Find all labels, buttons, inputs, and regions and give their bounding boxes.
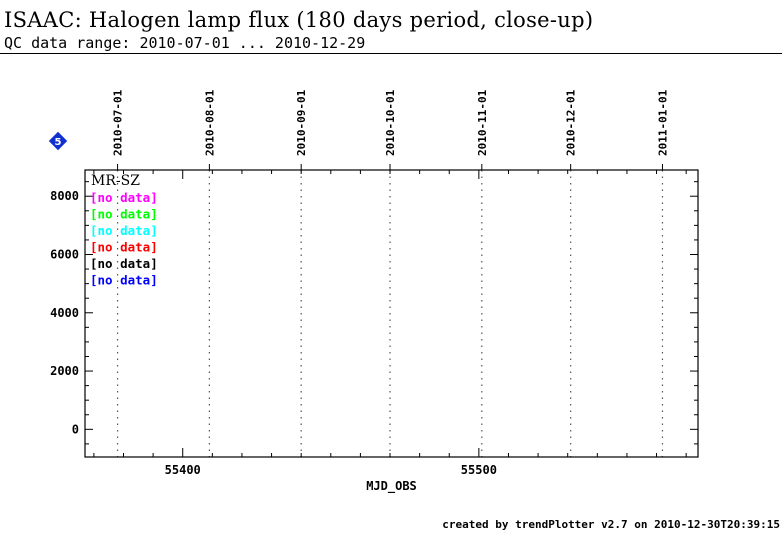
legend-entry: [no data]	[90, 190, 158, 205]
date-tick-label: 2010-09-01	[295, 89, 308, 156]
page-title: ISAAC: Halogen lamp flux (180 days perio…	[4, 8, 594, 32]
legend-entry: [no data]	[90, 256, 158, 271]
x-axis-label: MJD_OBS	[366, 479, 417, 494]
x-tick-label: 55500	[461, 463, 497, 477]
page-subtitle: QC data range: 2010-07-01 ... 2010-12-29	[4, 34, 366, 52]
date-tick-label: 2010-12-01	[565, 89, 578, 156]
y-tick-label: 0	[72, 422, 79, 436]
y-tick-label: 6000	[50, 247, 79, 261]
plot-frame	[84, 169, 699, 458]
legend-entry: [no data]	[90, 223, 158, 238]
header-divider	[0, 53, 782, 54]
legend-entry: [no data]	[90, 240, 158, 255]
date-tick-label: 2010-11-01	[476, 89, 489, 156]
y-tick-label: 4000	[50, 306, 79, 320]
date-tick-label: 2010-07-01	[112, 89, 125, 156]
date-tick-label: 2011-01-01	[656, 89, 669, 156]
panel-label: MR-SZ	[91, 173, 140, 189]
legend-entry: [no data]	[90, 273, 158, 288]
badge-number: 5	[55, 137, 62, 148]
legend-entry: [no data]	[90, 207, 158, 222]
badge-diamond-icon	[48, 131, 68, 151]
credit-line: created by trendPlotter v2.7 on 2010-12-…	[442, 518, 780, 531]
y-tick-label: 8000	[50, 189, 79, 203]
x-tick-label: 55400	[165, 463, 201, 477]
date-tick-label: 2010-08-01	[203, 89, 216, 156]
y-tick-label: 2000	[50, 364, 79, 378]
date-tick-label: 2010-10-01	[384, 89, 397, 156]
